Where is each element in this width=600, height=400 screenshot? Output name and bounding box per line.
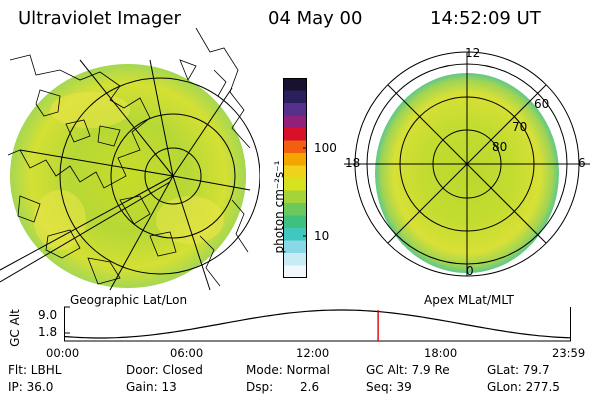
- altitude-timeline-plot: [64, 306, 572, 342]
- observation-time: 14:52:09 UT: [430, 8, 541, 29]
- info-sequence: Seq: 39: [366, 380, 412, 394]
- coastlines: [7, 27, 251, 287]
- timeline-x-tick-0600: 06:00: [170, 346, 204, 360]
- timeline-y-tick-min: 1.8: [38, 325, 58, 339]
- colorbar-segment: [283, 103, 307, 116]
- timeline-x-tick-0000: 00:00: [46, 346, 80, 360]
- timeline-x-tick-1200: 12:00: [296, 346, 330, 360]
- colorbar-segment: [283, 90, 307, 104]
- info-geographic-longitude: GLon: 277.5: [487, 380, 560, 394]
- colorbar-segment: [283, 253, 307, 266]
- colorbar-segment: [283, 215, 307, 229]
- auroral-emission-geographic: [10, 64, 246, 288]
- colorbar-segment: [283, 190, 307, 204]
- magnetic-image-panel: [344, 51, 590, 277]
- colorbar-unit-label: photon cm⁻²s⁻¹: [272, 160, 286, 254]
- timeline-y-axis-label: GC Alt: [8, 309, 22, 347]
- altitude-curve: [64, 309, 572, 339]
- colorbar-segment: [283, 203, 307, 216]
- timeline-y-tick-max: 9.0: [38, 308, 58, 322]
- geographic-image-panel: [0, 27, 260, 291]
- timeline-x-tick-1800: 18:00: [424, 346, 458, 360]
- mlt-label-dusk: 18: [345, 156, 361, 170]
- info-gc-altitude: GC Alt: 7.9 Re: [366, 363, 450, 377]
- info-filter: Flt: LBHL: [8, 363, 62, 377]
- colorbar-segment: [283, 78, 307, 91]
- mlt-label-noon: 12: [465, 46, 481, 60]
- magnetic-panel-label: Apex MLat/MLT: [424, 293, 514, 307]
- timeline-x-tick-2359: 23:59: [552, 346, 586, 360]
- colorbar-segment: [283, 228, 307, 241]
- mlat-label-70: 70: [512, 120, 528, 134]
- info-geographic-latitude: GLat: 79.7: [487, 363, 550, 377]
- info-dsp-label: Dsp:: [246, 380, 274, 394]
- colorbar: [283, 78, 307, 278]
- observation-date: 04 May 00: [268, 8, 363, 29]
- info-gain: Gain: 13: [126, 380, 177, 394]
- geographic-grid: [0, 59, 260, 291]
- colorbar-segment: [283, 165, 307, 179]
- colorbar-segment: [283, 178, 307, 191]
- instrument-title: Ultraviolet Imager: [18, 8, 181, 29]
- info-dsp-value: 2.6: [300, 380, 320, 394]
- colorbar-segment: [283, 128, 307, 141]
- colorbar-segment: [283, 140, 307, 154]
- geographic-panel-label: Geographic Lat/Lon: [70, 293, 188, 307]
- colorbar-segment: [283, 265, 307, 278]
- mlt-label-midnight: 0: [466, 264, 474, 278]
- colorbar-tick-10: 10: [314, 229, 330, 243]
- mlt-label-dawn: 6: [578, 156, 586, 170]
- info-door: Door: Closed: [126, 363, 203, 377]
- colorbar-segment: [283, 240, 307, 254]
- colorbar-tick-100: 100: [314, 141, 337, 155]
- mlat-label-60: 60: [534, 97, 550, 111]
- info-ip: IP: 36.0: [8, 380, 54, 394]
- mlat-label-80: 80: [492, 140, 508, 154]
- colorbar-segment: [283, 115, 307, 129]
- colorbar-segment: [283, 153, 307, 166]
- info-mode: Mode: Normal: [246, 363, 330, 377]
- magnetic-grid: [344, 51, 590, 277]
